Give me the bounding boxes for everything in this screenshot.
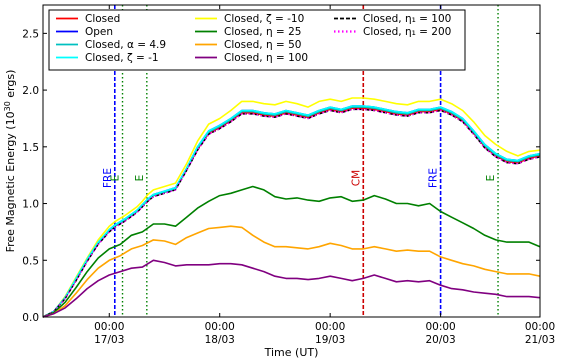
y-tick-label: 2.5 — [22, 28, 39, 40]
legend-label-8: Closed, η₁ = 100 — [363, 13, 451, 25]
legend-label-2: Closed, α = 4.9 — [85, 39, 166, 51]
series-line-6 — [42, 108, 541, 318]
series-line-4 — [42, 105, 541, 318]
series-line-0 — [42, 97, 541, 318]
x-tick-label-time: 00:00 — [205, 321, 235, 333]
y-axis-label: Free Magnetic Energy (1030 ergs) — [3, 70, 17, 253]
event-label-2: E — [134, 175, 146, 182]
legend-label-1: Open — [85, 26, 113, 38]
series-lines — [42, 97, 541, 318]
series-line-9 — [42, 259, 541, 318]
series-line-3 — [42, 106, 541, 318]
legend-label-6: Closed, η = 50 — [224, 39, 301, 51]
legend-label-0: Closed — [85, 13, 120, 25]
x-tick-label-time: 00:00 — [94, 321, 124, 333]
x-tick-label-date: 19/03 — [315, 334, 345, 346]
x-tick-label-date: 21/03 — [525, 334, 555, 346]
x-axis-label: Time (UT) — [264, 346, 319, 359]
event-label-1: E — [110, 175, 122, 182]
x-tick-label-date: 17/03 — [94, 334, 124, 346]
event-label-4: FRE — [428, 168, 440, 188]
legend-label-9: Closed, η₁ = 200 — [363, 26, 451, 38]
x-tick-label-time: 00:00 — [525, 321, 555, 333]
event-label-0: FRE — [102, 168, 114, 188]
event-label-5: E — [485, 175, 497, 182]
series-line-7 — [42, 185, 541, 318]
plot-frame — [42, 4, 541, 318]
y-tick-label: 1.0 — [22, 199, 39, 211]
y-tick-label: 1.5 — [22, 142, 39, 154]
legend-label-3: Closed, ζ = -1 — [85, 52, 159, 64]
x-tick-label-date: 20/03 — [425, 334, 455, 346]
legend-label-4: Closed, ζ = -10 — [224, 13, 304, 25]
series-line-8 — [42, 225, 541, 318]
legend-box — [48, 9, 466, 71]
y-tick-label: 0.0 — [22, 312, 39, 324]
y-tick-label: 0.5 — [22, 255, 39, 267]
axes: 0.00.51.01.52.02.500:0017/0300:0018/0300… — [22, 4, 555, 346]
x-tick-label-time: 00:00 — [425, 321, 455, 333]
legend-label-7: Closed, η = 100 — [224, 52, 308, 64]
x-tick-label-date: 18/03 — [205, 334, 235, 346]
x-tick-label-time: 00:00 — [315, 321, 345, 333]
legend-label-5: Closed, η = 25 — [224, 26, 301, 38]
y-tick-label: 2.0 — [22, 85, 39, 97]
event-label-3: CM — [350, 170, 362, 186]
